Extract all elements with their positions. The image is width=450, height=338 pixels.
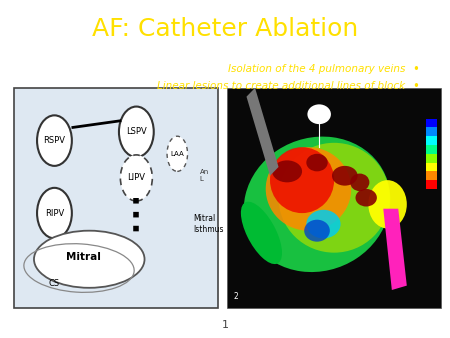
FancyBboxPatch shape <box>426 145 436 154</box>
Ellipse shape <box>332 166 358 186</box>
Polygon shape <box>247 88 279 176</box>
Ellipse shape <box>37 115 72 166</box>
FancyBboxPatch shape <box>227 88 441 308</box>
Text: An
L: An L <box>200 169 209 182</box>
Text: Isolation of the 4 pulmonary veins: Isolation of the 4 pulmonary veins <box>228 64 405 74</box>
Ellipse shape <box>350 174 369 191</box>
Ellipse shape <box>270 147 334 213</box>
Ellipse shape <box>306 210 341 238</box>
Text: Linear lesions to create additional lines of block: Linear lesions to create additional line… <box>157 81 405 91</box>
FancyBboxPatch shape <box>426 119 436 127</box>
Text: 1: 1 <box>221 319 229 330</box>
Ellipse shape <box>241 202 282 264</box>
Ellipse shape <box>304 220 330 242</box>
Ellipse shape <box>307 104 331 124</box>
Ellipse shape <box>34 231 144 288</box>
Ellipse shape <box>244 137 390 272</box>
Text: LAA: LAA <box>171 151 184 157</box>
Text: 2: 2 <box>234 292 239 301</box>
FancyBboxPatch shape <box>426 154 436 163</box>
Text: Mitral: Mitral <box>66 252 100 262</box>
FancyBboxPatch shape <box>426 171 436 180</box>
Ellipse shape <box>167 136 188 171</box>
Text: •: • <box>412 63 418 76</box>
Polygon shape <box>383 209 407 290</box>
FancyBboxPatch shape <box>426 180 436 189</box>
Ellipse shape <box>306 154 328 171</box>
Ellipse shape <box>356 189 377 207</box>
Text: Mitral
Isthmus: Mitral Isthmus <box>194 214 224 234</box>
FancyBboxPatch shape <box>426 163 436 171</box>
Text: RIPV: RIPV <box>45 209 64 218</box>
Text: LSPV: LSPV <box>126 127 147 136</box>
Ellipse shape <box>37 188 72 238</box>
Text: CS: CS <box>49 279 60 288</box>
Ellipse shape <box>119 106 154 157</box>
Ellipse shape <box>368 180 407 228</box>
Ellipse shape <box>121 155 152 201</box>
Text: RSPV: RSPV <box>44 136 65 145</box>
FancyBboxPatch shape <box>14 88 218 308</box>
Ellipse shape <box>272 161 302 183</box>
Text: AF: Catheter Ablation: AF: Catheter Ablation <box>92 17 358 41</box>
Text: •: • <box>412 80 418 93</box>
FancyBboxPatch shape <box>426 136 436 145</box>
Ellipse shape <box>266 147 351 231</box>
Ellipse shape <box>279 143 390 253</box>
FancyBboxPatch shape <box>426 127 436 136</box>
Text: LIPV: LIPV <box>127 173 145 183</box>
